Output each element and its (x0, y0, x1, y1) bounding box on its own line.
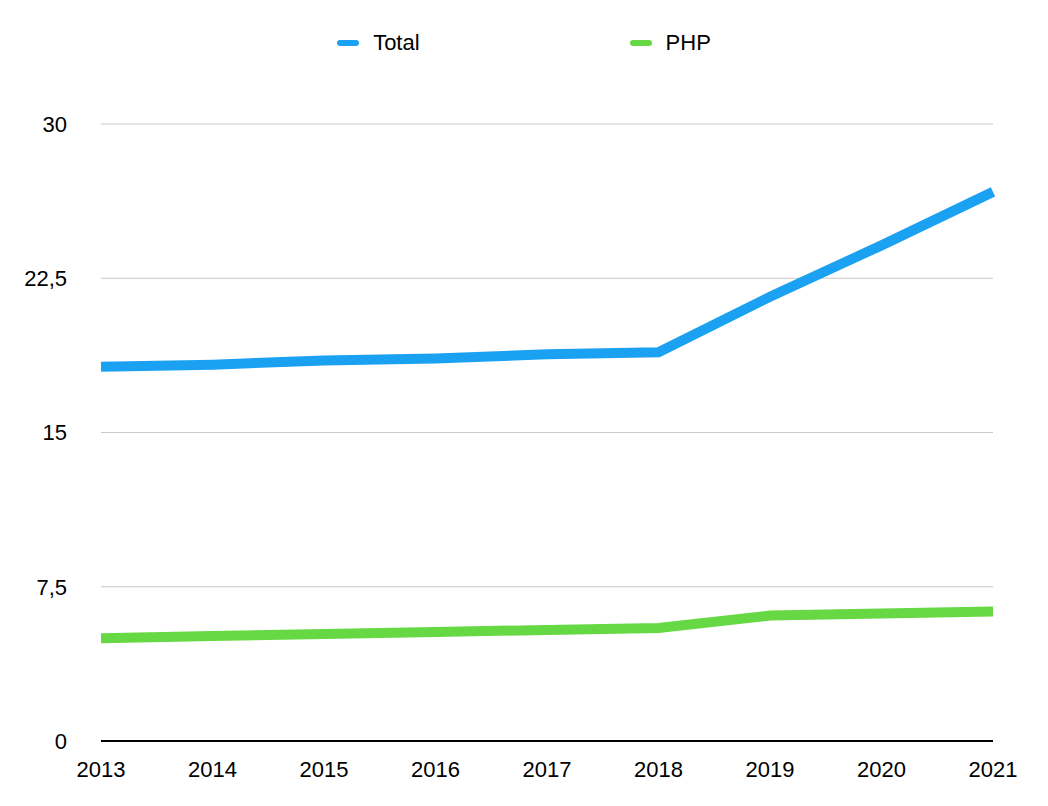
svg-text:2016: 2016 (411, 757, 460, 782)
html-text:Total: Total (373, 30, 420, 55)
svg-text:7,5: 7,5 (36, 575, 67, 600)
svg-text:2019: 2019 (746, 757, 795, 782)
svg-text:2021: 2021 (969, 757, 1018, 782)
svg-text:2013: 2013 (77, 757, 126, 782)
svg-text:2017: 2017 (523, 757, 572, 782)
svg-text:2014: 2014 (188, 757, 237, 782)
svg-text:0: 0 (55, 729, 67, 754)
svg-text:15: 15 (43, 420, 67, 445)
svg-text:2020: 2020 (857, 757, 906, 782)
svg-text:30: 30 (43, 112, 67, 137)
svg-text:22,5: 22,5 (24, 266, 67, 291)
svg-text:2018: 2018 (634, 757, 683, 782)
svg-text:2015: 2015 (300, 757, 349, 782)
html-text:PHP: PHP (665, 30, 711, 55)
